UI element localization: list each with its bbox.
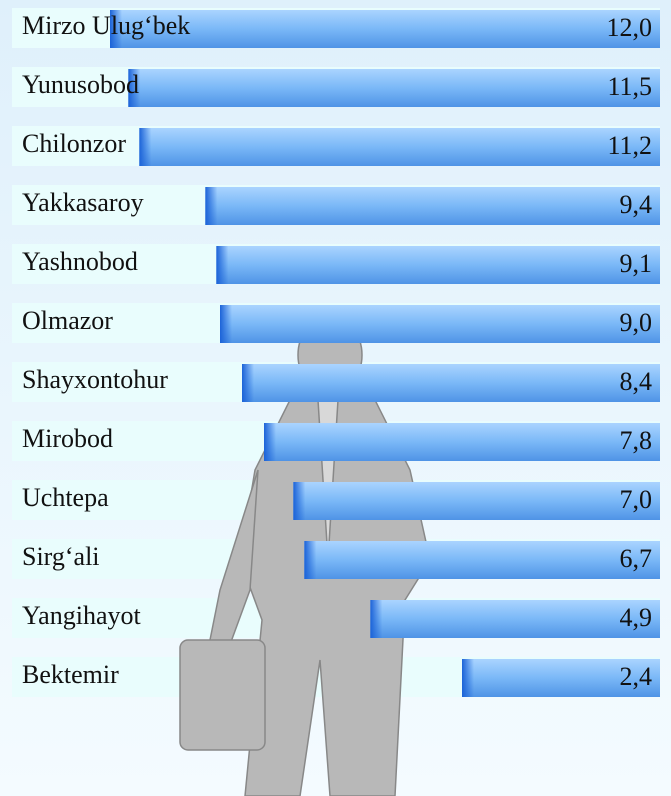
bar xyxy=(304,541,660,579)
bar-edge xyxy=(304,541,317,579)
bar xyxy=(128,69,661,107)
bar-edge xyxy=(205,187,218,225)
category-label: Mirobod xyxy=(22,424,113,453)
category-label: Olmazor xyxy=(22,306,113,335)
bar-edge xyxy=(110,10,122,48)
value-label: 6,7 xyxy=(620,544,653,573)
category-label: Yangihayot xyxy=(22,601,141,630)
bar-edge xyxy=(242,364,254,402)
value-label: 9,1 xyxy=(620,249,653,278)
bar xyxy=(370,600,660,638)
category-label: Sirg‘ali xyxy=(22,542,100,571)
value-label: 11,5 xyxy=(607,72,652,101)
value-label: 9,4 xyxy=(620,190,653,219)
value-label: 2,4 xyxy=(620,662,653,691)
bar-edge xyxy=(264,423,276,461)
bar-edge xyxy=(370,600,383,638)
bar xyxy=(293,482,660,520)
category-label: Uchtepa xyxy=(22,483,109,512)
value-label: 11,2 xyxy=(607,131,652,160)
bar xyxy=(220,305,660,343)
bar xyxy=(264,423,660,461)
bar-edge xyxy=(220,305,232,343)
labels: Mirzo Ulug‘bek 12,0 Yunusobod 11,5 Chilonzor… xyxy=(22,11,652,691)
bar xyxy=(216,246,661,284)
bars xyxy=(110,10,661,697)
bar xyxy=(110,10,660,48)
bar-edge xyxy=(462,659,474,697)
category-label: Yakkasaroy xyxy=(22,188,144,217)
bar xyxy=(242,364,660,402)
category-label: Chilonzor xyxy=(22,129,126,158)
value-label: 9,0 xyxy=(620,308,653,337)
category-label: Yunusobod xyxy=(22,70,139,99)
bar-edge xyxy=(139,128,152,166)
category-label: Yashnobod xyxy=(22,247,138,276)
category-label: Shayxontohur xyxy=(22,365,168,394)
bar xyxy=(139,128,661,166)
value-label: 4,9 xyxy=(620,603,653,632)
value-label: 12,0 xyxy=(607,13,653,42)
bar-edge xyxy=(128,69,141,107)
category-label: Bektemir xyxy=(22,660,119,689)
value-label: 7,8 xyxy=(620,426,653,455)
value-label: 8,4 xyxy=(620,367,653,396)
bar xyxy=(205,187,661,225)
bar-edge xyxy=(293,482,306,520)
category-label: Mirzo Ulug‘bek xyxy=(22,11,190,40)
bar xyxy=(462,659,660,697)
bar-edge xyxy=(216,246,229,284)
value-label: 7,0 xyxy=(620,485,653,514)
